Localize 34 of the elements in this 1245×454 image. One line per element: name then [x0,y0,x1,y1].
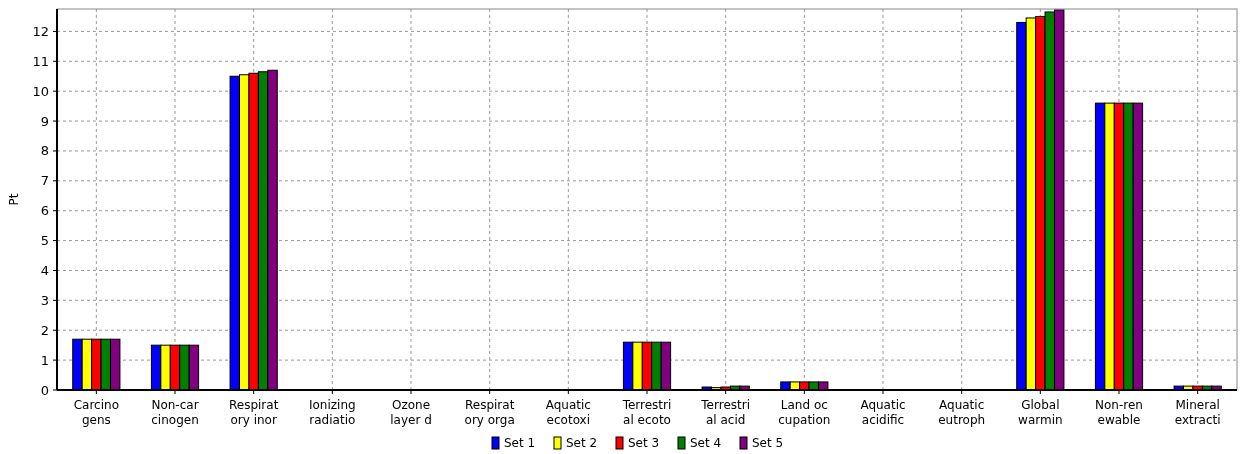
y-tick-label: 9 [40,113,49,129]
legend-label: Set 2 [566,436,598,450]
x-tick-label: Ionizing radiatio [308,398,356,427]
x-tick-label: Global warmin [1018,398,1063,427]
y-tick-label: 8 [40,143,49,159]
x-tick-label: Terrestri al acid [700,398,751,427]
y-tick-label: 3 [40,292,49,308]
x-tick-label: Land oc cupation [778,398,831,427]
y-tick-label: 6 [40,203,49,219]
legend-label: Set 1 [504,436,536,450]
legend-label: Set 4 [690,436,722,450]
x-tick-label: Ozone layer d [390,398,432,427]
y-tick-label: 12 [32,23,49,39]
y-tick-label: 11 [32,53,49,69]
x-tick-label: Carcino gens [73,398,119,427]
x-tick-label: Non-ren ewable [1095,398,1143,427]
x-tick-label: Aquatic eutroph [938,398,986,427]
y-tick-label: 2 [40,322,49,338]
y-tick-label: 10 [32,83,49,99]
y-tick-label: 1 [40,352,49,368]
x-tick-label: Terrestri al ecoto [621,398,672,427]
x-tick-label: Aquatic ecotoxi [545,398,591,427]
x-tick-label: Non-car cinogen [151,398,199,427]
x-tick-label: Respirat ory inor [228,398,279,427]
y-tick-label: 7 [40,173,49,189]
legend-label: Set 5 [752,436,784,450]
x-tick-label: Aquatic acidific [860,398,906,427]
y-tick-label: 0 [40,382,49,398]
x-tick-label: Mineral extracti [1174,398,1221,427]
legend-label: Set 3 [628,436,660,450]
y-tick-label: 5 [40,233,49,249]
x-tick-label: Respirat ory orga [464,398,515,427]
y-tick-label: 4 [40,263,49,279]
y-axis-title: Pt [7,193,21,206]
